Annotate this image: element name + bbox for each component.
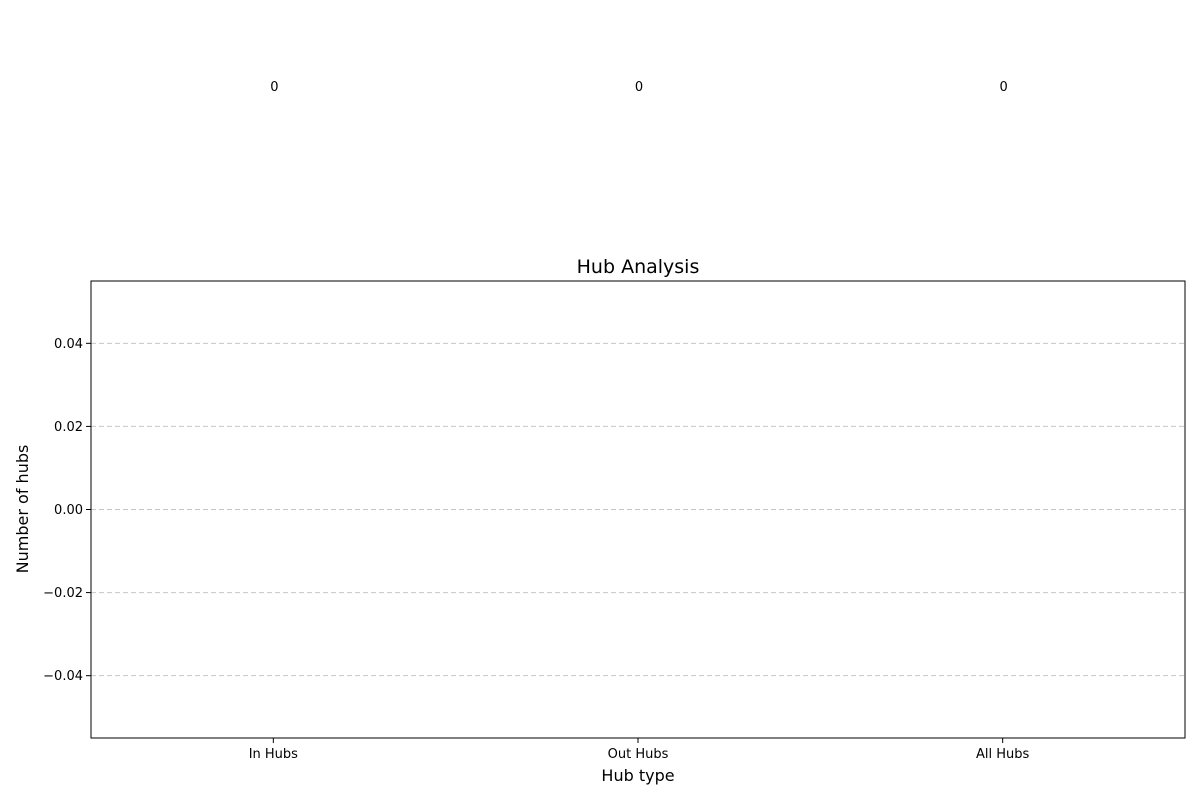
y-tick-label: −0.02 [43, 586, 83, 601]
x-axis-label: Hub type [601, 766, 674, 785]
y-axis-ticks: 0.04 0.02 0.00 −0.02 −0.04 [43, 337, 91, 684]
x-tick-label: All Hubs [976, 747, 1030, 762]
bar-value-label: 0 [270, 80, 278, 95]
y-tick-label: −0.04 [43, 669, 83, 684]
y-tick-label: 0.02 [54, 420, 83, 435]
chart-title: Hub Analysis [577, 256, 700, 278]
data-labels: 0 0 0 [270, 80, 1008, 95]
grid-lines [91, 342, 1185, 677]
bar-value-label: 0 [635, 80, 643, 95]
y-tick-label: 0.00 [54, 503, 83, 518]
x-tick-label: Out Hubs [608, 747, 669, 762]
y-axis-label: Number of hubs [13, 445, 32, 574]
y-tick-label: 0.04 [54, 337, 83, 352]
x-axis-ticks: In Hubs Out Hubs All Hubs [249, 738, 1030, 762]
x-tick-label: In Hubs [249, 747, 298, 762]
bar-value-label: 0 [1000, 80, 1008, 95]
